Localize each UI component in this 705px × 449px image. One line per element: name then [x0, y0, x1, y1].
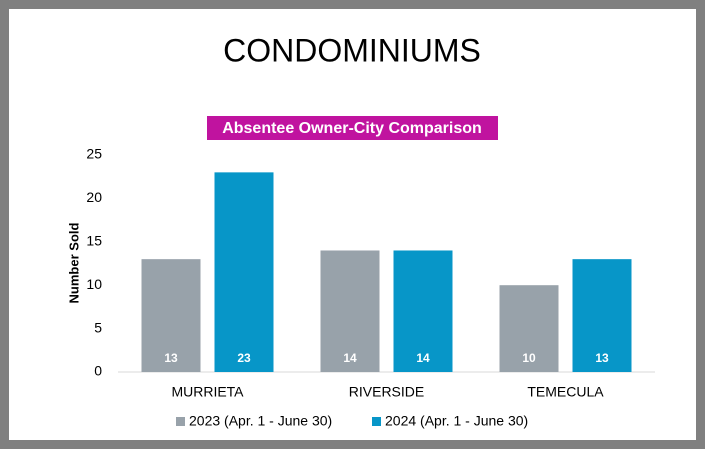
value-label: 23: [237, 351, 251, 365]
legend-swatch: [372, 417, 381, 426]
value-label: 10: [522, 351, 536, 365]
value-label: 14: [343, 351, 357, 365]
x-tick-label: MURRIETA: [171, 384, 244, 400]
bar: [572, 259, 632, 372]
y-tick-label: 20: [86, 189, 102, 205]
legend-label: 2024 (Apr. 1 - June 30): [385, 413, 528, 429]
y-tick-label: 10: [86, 276, 102, 292]
subtitle: Absentee Owner-City Comparison: [222, 120, 482, 137]
bar: [499, 285, 559, 372]
y-tick-label: 15: [86, 233, 102, 249]
y-tick-label: 5: [94, 319, 102, 335]
y-axis-label: Number Sold: [66, 222, 81, 303]
bar: [214, 172, 274, 372]
x-tick-label: TEMECULA: [527, 384, 604, 400]
bar: [320, 250, 380, 372]
y-tick-label: 25: [86, 146, 102, 162]
subtitle-background: [207, 116, 498, 140]
value-label: 13: [164, 351, 178, 365]
legend-label: 2023 (Apr. 1 - June 30): [189, 413, 332, 429]
legend-swatch: [176, 417, 185, 426]
bar: [393, 250, 453, 372]
value-label: 13: [595, 351, 609, 365]
value-label: 14: [416, 351, 430, 365]
x-tick-label: RIVERSIDE: [349, 384, 424, 400]
bar: [141, 259, 201, 372]
background: [9, 9, 696, 440]
chart-title: CONDOMINIUMS: [223, 32, 481, 68]
y-tick-label: 0: [94, 363, 102, 379]
